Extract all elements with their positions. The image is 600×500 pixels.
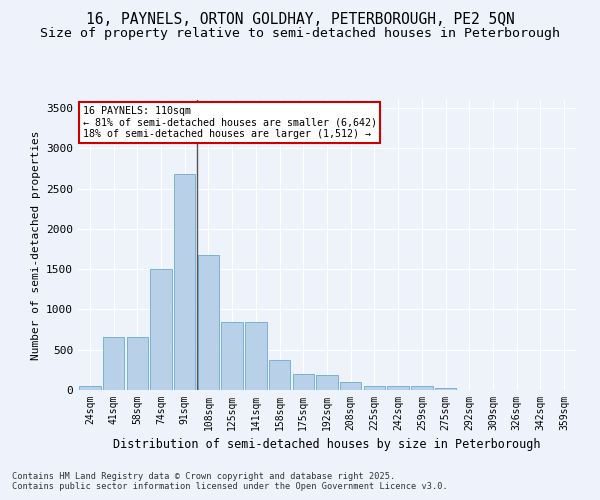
Y-axis label: Number of semi-detached properties: Number of semi-detached properties	[31, 130, 41, 360]
Bar	[127, 337, 148, 390]
Text: Size of property relative to semi-detached houses in Peterborough: Size of property relative to semi-detach…	[40, 28, 560, 40]
Bar	[435, 388, 456, 390]
X-axis label: Distribution of semi-detached houses by size in Peterborough: Distribution of semi-detached houses by …	[113, 438, 541, 452]
Bar	[364, 386, 385, 390]
Bar	[269, 360, 290, 390]
Bar	[388, 386, 409, 390]
Bar	[151, 269, 172, 390]
Bar	[79, 386, 101, 390]
Bar	[411, 386, 433, 390]
Text: 16, PAYNELS, ORTON GOLDHAY, PETERBOROUGH, PE2 5QN: 16, PAYNELS, ORTON GOLDHAY, PETERBOROUGH…	[86, 12, 514, 28]
Bar	[198, 254, 219, 390]
Text: 16 PAYNELS: 110sqm
← 81% of semi-detached houses are smaller (6,642)
18% of semi: 16 PAYNELS: 110sqm ← 81% of semi-detache…	[83, 106, 377, 139]
Text: Contains HM Land Registry data © Crown copyright and database right 2025.: Contains HM Land Registry data © Crown c…	[12, 472, 395, 481]
Bar	[103, 337, 124, 390]
Bar	[221, 322, 243, 390]
Bar	[316, 374, 338, 390]
Bar	[293, 374, 314, 390]
Bar	[340, 382, 361, 390]
Bar	[245, 322, 266, 390]
Text: Contains public sector information licensed under the Open Government Licence v3: Contains public sector information licen…	[12, 482, 448, 491]
Bar	[174, 174, 196, 390]
